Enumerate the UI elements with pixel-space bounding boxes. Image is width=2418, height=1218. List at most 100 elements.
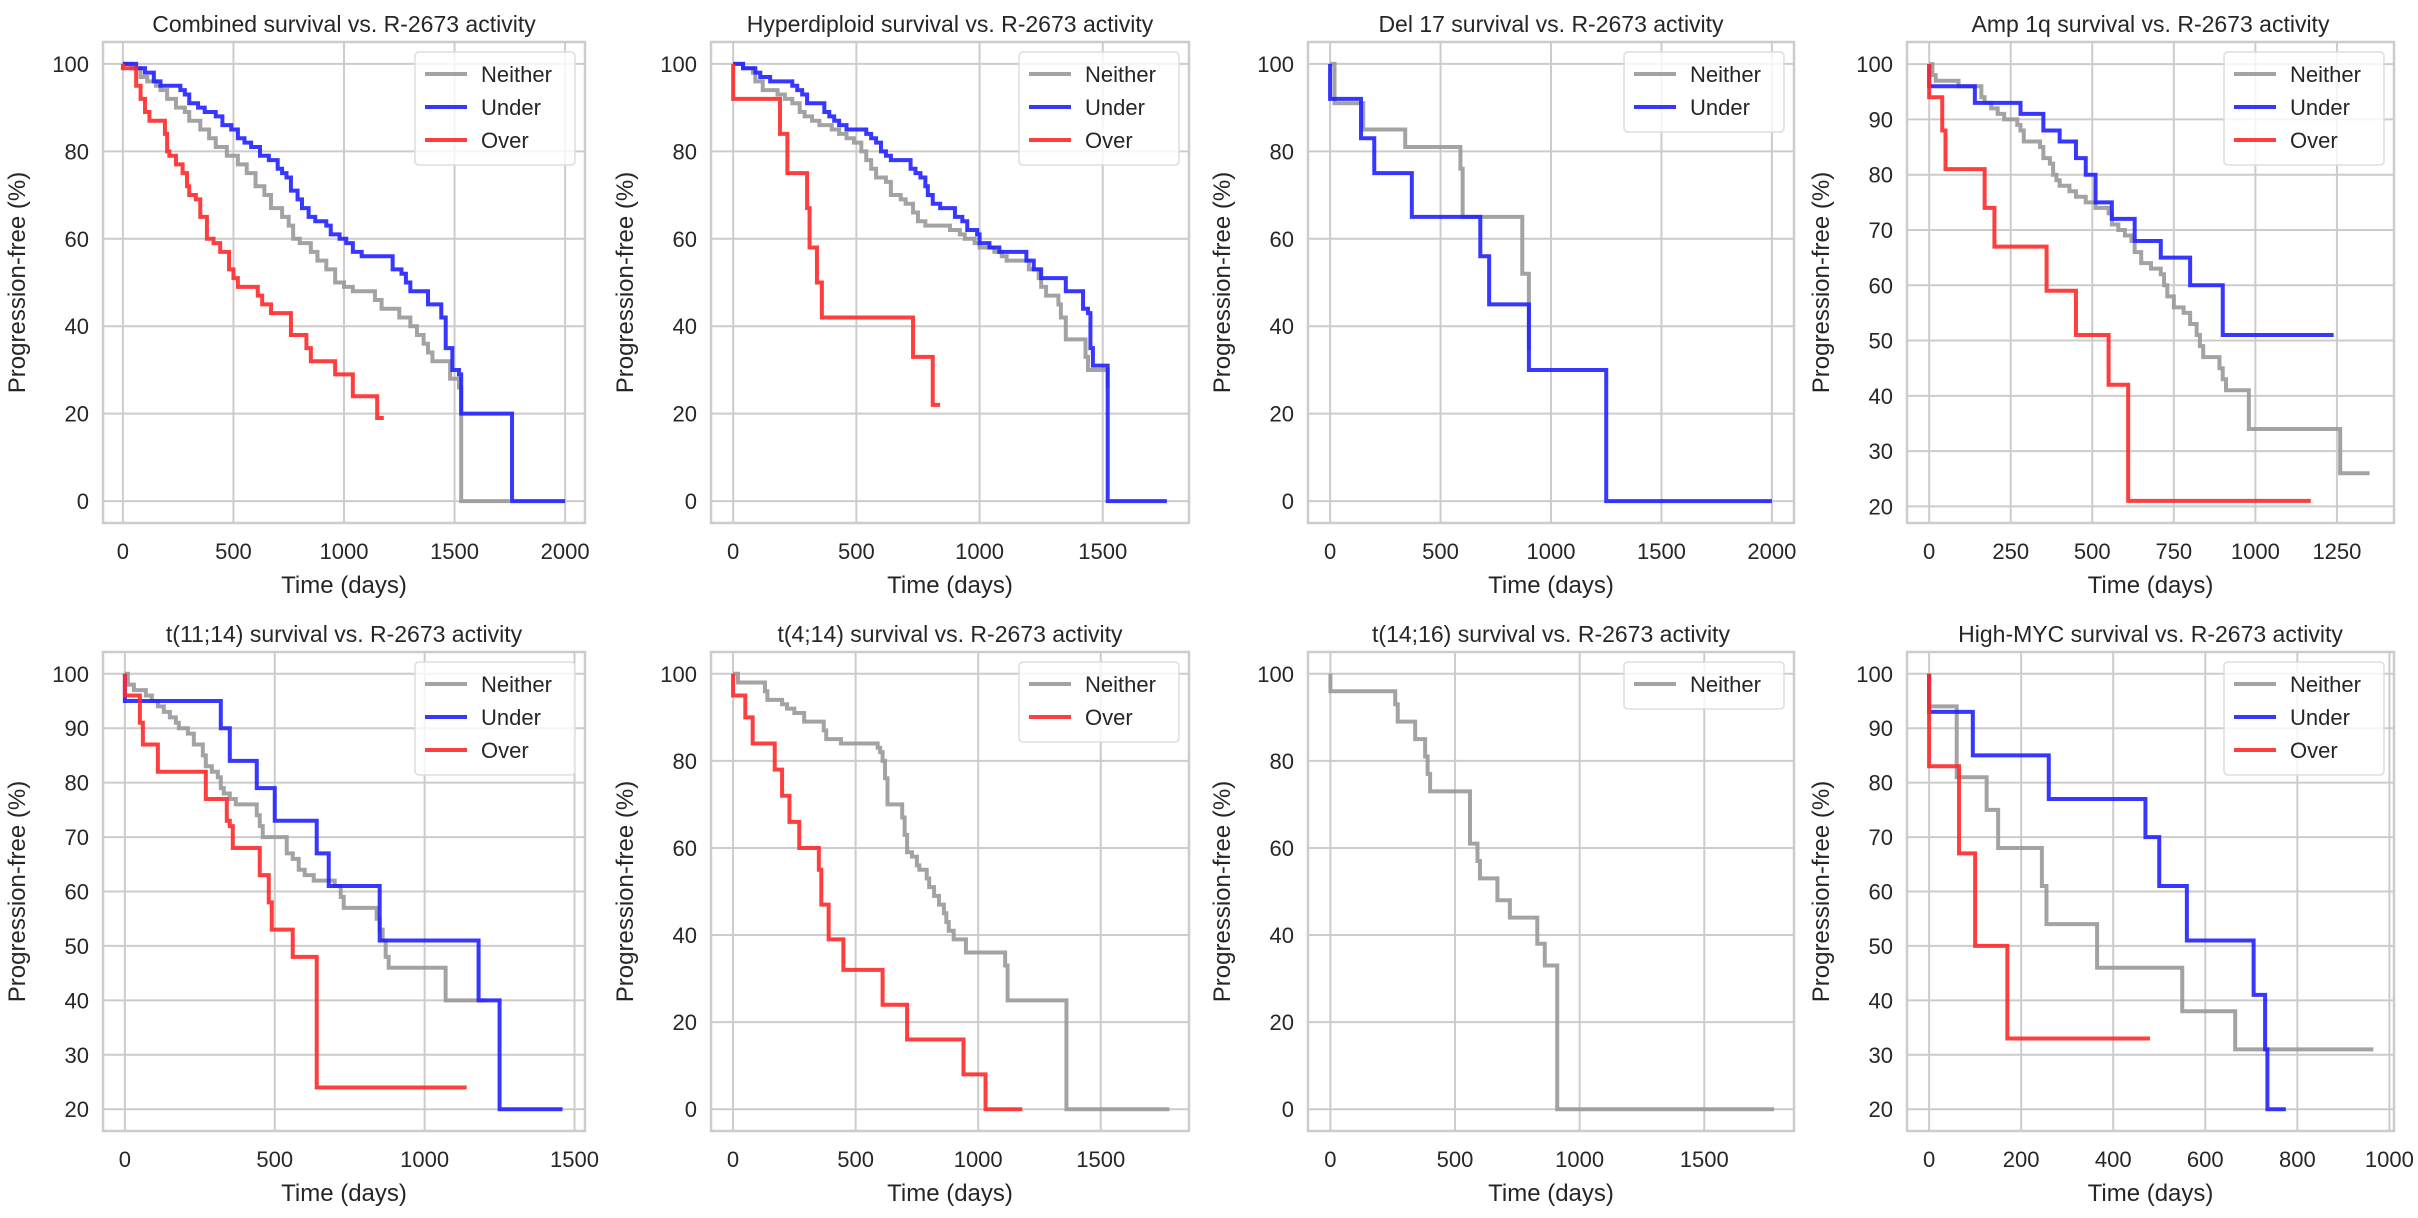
legend-label-under: Under [1085,95,1145,120]
plot-frame [709,650,1191,1133]
y-axis-label: Progression-free (%) [1209,781,1236,1002]
chart-title: t(11;14) survival vs. R-2673 activity [166,621,523,647]
x-tick-label: 750 [2155,539,2192,564]
legend-box [2223,661,2385,776]
legend-label-neither: Neither [2290,672,2361,697]
chart-panel: High-MYC survival vs. R-2673 activity 0 20… [1808,610,2418,1218]
y-tick-label: 20 [1869,494,1893,519]
x-tick-label: 400 [2095,1147,2132,1172]
x-tick-label: 1000 [2231,539,2280,564]
y-tick-label: 60 [673,836,697,861]
x-tick-label: 1500 [430,539,479,564]
y-axis-label: Progression-free (%) [612,172,639,393]
legend-label-neither: Neither [1690,62,1761,87]
chart-svg: High-MYC survival vs. R-2673 activity 0 20… [1808,621,2414,1207]
legend-label-under: Under [2290,95,2350,120]
x-tick-label: 0 [727,539,739,564]
y-tick-label: 30 [1869,1043,1893,1068]
legend-label-neither: Neither [1085,672,1156,697]
y-tick-label: 40 [1270,923,1294,948]
x-axis-label: Time (days) [887,572,1013,599]
legend-label-under: Under [2290,705,2350,730]
y-tick-label: 100 [52,662,89,687]
y-tick-label: 60 [1270,836,1294,861]
series-line-under [122,673,563,1112]
plot-frame [1306,40,1796,525]
series-line-under [1927,673,2286,1112]
legend: Neither Over [1018,661,1180,743]
legend: Neither Under Over [2223,661,2385,776]
series-line-over [731,63,941,407]
y-axis-label: Progression-free (%) [1808,172,1835,393]
y-tick-label: 80 [1270,749,1294,774]
y-tick-label: 40 [65,314,89,339]
y-axis-label: Progression-free (%) [4,172,31,393]
y-tick-label: 70 [1869,218,1893,243]
legend-label-over: Over [481,128,529,153]
x-tick-label: 1000 [954,1147,1003,1172]
series-line-under [733,61,1167,504]
legend-label-over: Over [2290,128,2338,153]
chart-svg: t(4;14) survival vs. R-2673 activity 0 500… [612,621,1191,1207]
y-axis-label: Progression-free (%) [1209,172,1236,393]
plot-frame [1905,650,2396,1133]
y-tick-label: 100 [1257,662,1294,687]
x-axis-label: Time (days) [887,1180,1013,1207]
series-line-over [1927,673,2151,1041]
chart-svg: t(14;16) survival vs. R-2673 activity 0 50… [1209,621,1796,1207]
chart-svg: t(11;14) survival vs. R-2673 activity 0 50… [4,621,599,1207]
y-tick-label: 100 [660,662,697,687]
chart-title: Hyperdiploid survival vs. R-2673 activit… [747,11,1154,37]
y-tick-label: 20 [1869,1097,1893,1122]
series-line-under [1328,63,1772,504]
series-line-neither [733,671,1170,1112]
y-tick-label: 40 [1869,384,1893,409]
y-tick-label: 100 [52,52,89,77]
legend-label-over: Over [1085,705,1133,730]
chart-title: Amp 1q survival vs. R-2673 activity [1972,11,2330,37]
x-tick-label: 1000 [955,539,1004,564]
y-tick-label: 60 [65,227,89,252]
y-tick-label: 60 [1270,227,1294,252]
x-tick-label: 800 [2279,1147,2316,1172]
x-tick-label: 1000 [400,1147,449,1172]
series-line-neither [1927,673,2374,1052]
y-tick-label: 60 [673,227,697,252]
x-tick-label: 0 [119,1147,131,1172]
y-tick-label: 40 [673,314,697,339]
y-tick-label: 20 [1270,1010,1294,1035]
legend: Neither [1623,661,1785,710]
chart-title: t(14;16) survival vs. R-2673 activity [1372,621,1730,647]
legend-label-over: Over [1085,128,1133,153]
x-tick-label: 1000 [2365,1147,2414,1172]
y-tick-label: 20 [673,402,697,427]
y-tick-label: 50 [1869,329,1893,354]
legend-label-under: Under [481,95,541,120]
legend: Neither Under [1623,51,1785,133]
legend-label-neither: Neither [2290,62,2361,87]
y-tick-label: 90 [1869,107,1893,132]
y-tick-label: 80 [65,139,89,164]
y-tick-label: 70 [65,825,89,850]
y-tick-label: 80 [673,139,697,164]
y-tick-label: 90 [1869,716,1893,741]
chart-panel: Amp 1q survival vs. R-2673 activity 0 250 5… [1808,0,2418,608]
x-axis-label: Time (days) [2088,572,2214,599]
x-tick-label: 0 [1923,539,1935,564]
series-line-neither [733,61,1110,388]
y-tick-label: 90 [65,716,89,741]
y-tick-label: 0 [685,1097,697,1122]
plot-frame [709,40,1191,525]
x-tick-label: 500 [837,1147,874,1172]
y-tick-label: 0 [77,489,89,514]
y-tick-label: 100 [1257,52,1294,77]
x-axis-label: Time (days) [281,1180,407,1207]
legend-label-neither: Neither [1690,672,1761,697]
x-tick-label: 1000 [1555,1147,1604,1172]
y-tick-label: 50 [1869,934,1893,959]
series-line-under [122,61,566,504]
y-tick-label: 20 [65,1097,89,1122]
y-tick-label: 70 [1869,825,1893,850]
chart-panel: Del 17 survival vs. R-2673 activity 0 500 1… [1209,0,1813,608]
chart-svg: Combined survival vs. R-2673 activity 0 50… [4,11,590,599]
